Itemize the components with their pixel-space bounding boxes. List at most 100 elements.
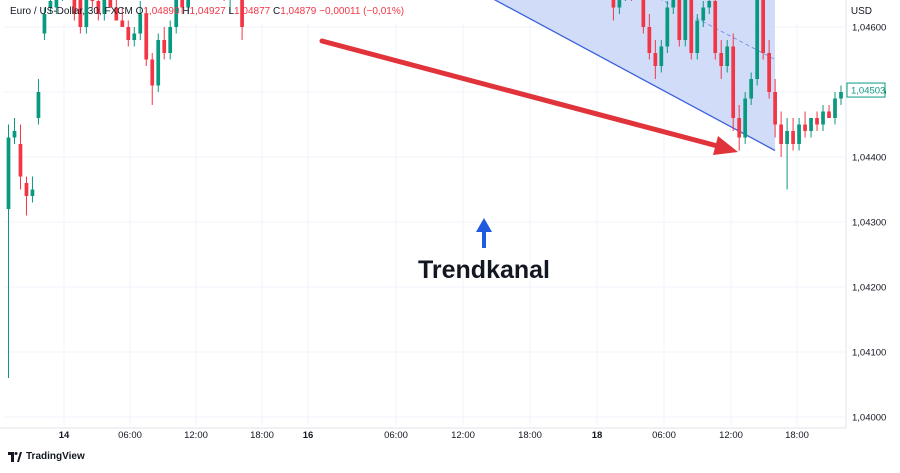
tradingview-icon [8,451,22,462]
brand-logo[interactable]: TradingView [8,451,85,462]
candle [156,33,161,92]
candle-body [803,124,807,131]
candle [725,40,730,73]
candle [743,92,748,144]
candle [120,7,125,27]
candle [72,0,77,21]
symbol-header: Euro / US-Dollar, 30, FXCM O1,04890 H1,0… [10,6,404,17]
candle [168,20,173,60]
candle-body [138,14,143,34]
candle-body [24,183,29,196]
candle-body [713,1,718,53]
candle [677,0,682,47]
candle [229,0,231,14]
x-tick-label: 06:00 [652,430,676,441]
candle [240,0,244,40]
candle-body [833,98,837,118]
y-tick-label: 1,04600 [852,23,886,34]
candle [108,0,113,8]
x-tick-label: 18:00 [250,430,274,441]
change-value: −0,00011 (−0,01%) [319,6,405,17]
candle-body [731,46,736,118]
candle-body [827,111,831,118]
up-arrow-head [476,218,492,232]
candle-body [671,0,676,8]
candle-body [240,0,244,27]
candle [767,40,771,99]
x-tick-label: 18:00 [518,430,542,441]
candle [48,0,53,14]
candle [144,7,149,66]
candle [683,0,688,47]
candle-body [186,0,191,8]
candle [150,53,155,105]
candle-body [743,98,748,138]
candle-body [617,0,622,8]
candle-body [653,53,658,66]
candle-body [96,1,101,14]
candle-body [6,137,11,209]
candle-body [725,46,730,66]
candle [815,111,819,131]
candle-body [114,7,119,21]
candle-body [102,0,107,14]
x-tick-label: 16 [303,430,314,441]
candle [803,111,807,138]
candle-body [707,1,712,8]
candle [731,33,736,131]
trend-arrow-head [713,136,738,155]
y-tick-label: 1,04000 [852,413,886,424]
annotations: Trendkanal [319,38,738,284]
candle-body [30,189,35,196]
candle-body [78,0,83,27]
candle-body [809,118,813,131]
high-label: H [182,6,190,17]
trend-arrow-shaft [319,38,728,151]
candle-body [755,0,760,79]
candle-body [12,131,17,138]
x-tick-label: 12:00 [719,430,743,441]
candle [791,118,795,151]
candle-body [773,92,777,125]
currency-label: USD [850,6,872,17]
low-label: L [228,6,235,17]
candle-body [797,124,801,144]
candle [132,27,137,47]
open-label: O [135,6,144,17]
channel-annotation: Trendkanal [418,256,550,284]
x-tick-label: 12:00 [451,430,475,441]
candle [138,1,143,40]
candle [162,27,167,60]
candle [102,0,107,21]
candle [701,1,706,27]
candle [180,0,185,14]
candle-body [108,0,113,8]
candle-body [839,92,843,99]
candle-body [36,92,41,118]
candle [785,118,789,190]
candle-body [168,27,173,53]
candle-body [641,0,646,27]
candle-body [144,14,149,60]
high-value: 1,04927 [189,6,226,17]
candle [827,105,831,118]
candle [42,7,47,40]
candle [96,0,101,21]
candle [833,92,837,125]
close-value: 1,04879 [280,6,317,17]
candle-body [162,40,167,53]
candle [126,20,131,47]
candlestick-series [6,0,843,378]
y-tick-label: 1,04100 [852,348,886,359]
candle [671,0,676,14]
trend-channel [493,0,776,152]
candle-body [677,0,682,40]
candle [78,0,83,34]
candle-body [126,27,131,40]
candle-body [174,0,179,27]
candle-body [72,0,77,14]
candle [114,0,119,21]
candle [761,0,765,60]
candle [54,0,59,14]
